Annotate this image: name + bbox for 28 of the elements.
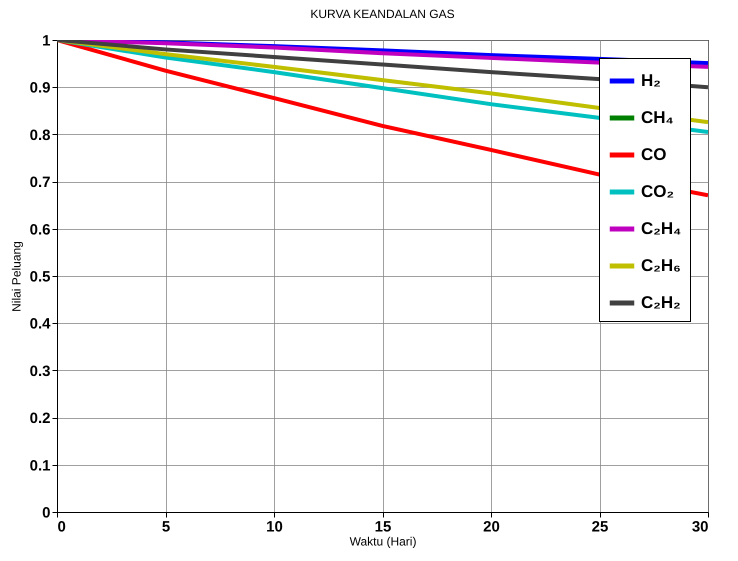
y-axis-title: Nilai Peluang [10, 241, 24, 312]
x-tick-label: 25 [592, 518, 608, 536]
y-tick-label: 0.5 [30, 268, 50, 286]
chart-title: KURVA KEANDALAN GAS [310, 7, 455, 21]
legend-label: C₂H₆ [641, 256, 681, 275]
y-tick-label: 0.6 [30, 221, 50, 238]
y-tick-label: 0.9 [30, 80, 50, 97]
x-axis-title: Waktu (Hari) [350, 534, 416, 548]
x-tick-label: 5 [162, 518, 170, 536]
x-tick-label: 15 [374, 518, 392, 536]
y-tick-label: 0.3 [30, 362, 50, 380]
y-tick-label: 0.7 [30, 174, 50, 192]
y-tick-label: 0.8 [30, 126, 50, 144]
y-tick-label: 0.4 [30, 316, 52, 333]
legend-label: CO [641, 145, 666, 164]
y-tick-label: 0.2 [30, 410, 50, 428]
legend-label: CO₂ [641, 182, 674, 201]
legend-label: C₂H₂ [641, 293, 681, 312]
legend-label: C₂H₄ [641, 219, 682, 238]
x-tick-label: 30 [692, 518, 708, 536]
y-tick-label: 0 [42, 504, 50, 522]
y-tick-label: 0.1 [30, 457, 50, 474]
x-tick-label: 0 [58, 518, 66, 536]
legend-label: H₂ [641, 71, 661, 90]
x-tick-label: 10 [266, 518, 283, 536]
y-tick-label: 1 [42, 32, 50, 50]
legend-label: CH₄ [641, 108, 674, 127]
x-tick-label: 20 [483, 518, 500, 536]
